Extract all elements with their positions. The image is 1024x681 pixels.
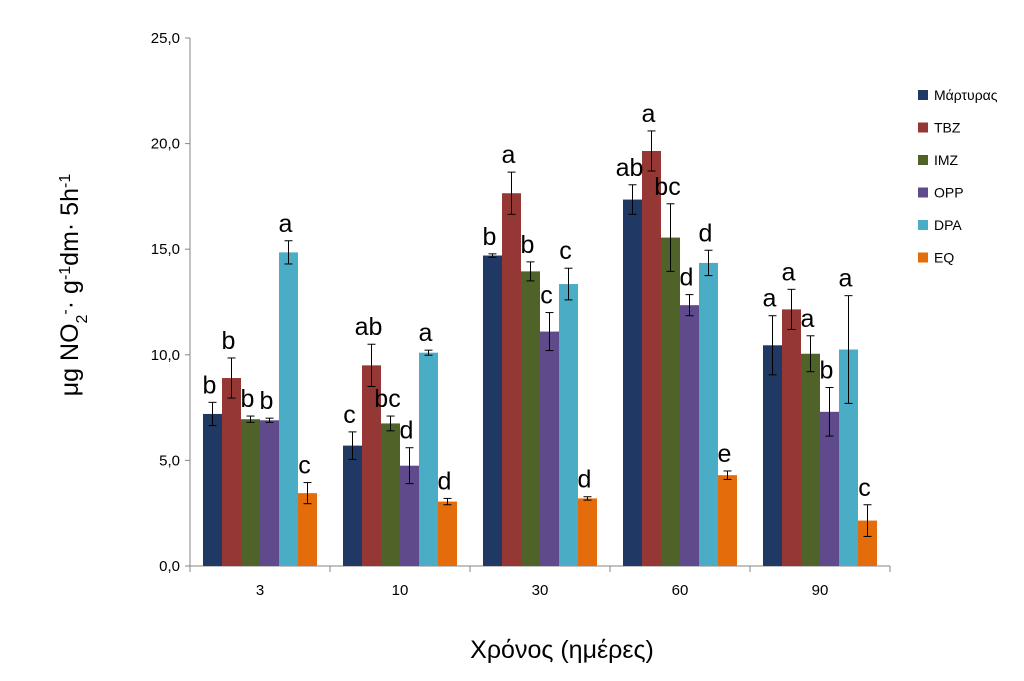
- legend-label: EQ: [934, 250, 954, 266]
- bar: [540, 331, 559, 566]
- significance-letter: bc: [374, 385, 400, 413]
- bar: [661, 237, 680, 567]
- legend: Μάρτυρας TBZ IMZ OPP DPA EQ: [918, 87, 998, 266]
- significance-letter: d: [400, 417, 414, 445]
- bar: [839, 349, 858, 566]
- significance-letter: b: [521, 231, 535, 259]
- significance-letter: a: [279, 210, 293, 238]
- y-axis-title-part: μg NO: [56, 323, 84, 396]
- y-axis-title-part: -1: [57, 266, 74, 280]
- x-tick-label: 30: [532, 582, 549, 599]
- bar: [298, 493, 317, 566]
- y-tick-label: 0,0: [159, 558, 180, 575]
- y-tick-label: 20,0: [151, 136, 180, 153]
- bar: [381, 423, 400, 566]
- y-tick-label: 10,0: [151, 347, 180, 364]
- bar: [483, 255, 502, 566]
- bar: [642, 150, 661, 566]
- bar: [438, 501, 457, 566]
- significance-letter: c: [298, 452, 311, 480]
- significance-letter: d: [680, 264, 694, 292]
- legend-label: Μάρτυρας: [934, 87, 998, 103]
- axes: 0,0 5,0 10,0 15,0 20,0 25,0 3 10 30 60 90: [151, 30, 891, 599]
- x-tick-label: 60: [672, 582, 689, 599]
- y-axis-title: μg NO2-· g-1dm· 5h-1: [56, 174, 91, 397]
- legend-swatch: [918, 155, 928, 165]
- significance-letter: d: [578, 466, 592, 494]
- legend-label: DPA: [934, 217, 962, 233]
- y-axis-title-part: · g: [56, 280, 84, 309]
- significance-letter: a: [642, 100, 656, 128]
- y-tick-label: 5,0: [159, 452, 180, 469]
- legend-label: TBZ: [934, 120, 961, 136]
- legend-swatch: [918, 187, 928, 198]
- bar: [801, 353, 820, 566]
- legend-swatch: [918, 220, 928, 230]
- bar: [858, 520, 877, 566]
- significance-letter: bc: [654, 173, 680, 201]
- bar: [343, 445, 362, 566]
- x-tick-label: 10: [392, 582, 409, 599]
- significance-letter: a: [763, 285, 777, 313]
- bar: [419, 352, 438, 566]
- legend-swatch: [918, 90, 928, 100]
- significance-letter: c: [559, 237, 572, 265]
- y-tick-label: 15,0: [151, 241, 180, 258]
- legend-label: IMZ: [934, 152, 959, 168]
- bar: [260, 420, 279, 566]
- y-axis-title-part: -: [57, 309, 74, 314]
- significance-letter: b: [203, 371, 217, 399]
- bar: [362, 365, 381, 566]
- bar: [623, 199, 642, 566]
- legend-label: OPP: [934, 185, 964, 201]
- bars-layer: [203, 150, 877, 567]
- bar: [718, 475, 737, 566]
- significance-letter: ab: [355, 313, 383, 341]
- x-tick-label: 3: [256, 582, 264, 599]
- x-tick-label: 90: [812, 582, 829, 599]
- y-tick-label: 25,0: [151, 30, 180, 47]
- bar: [763, 345, 782, 566]
- bar: [578, 498, 597, 566]
- significance-letter: a: [502, 141, 516, 169]
- bar: [782, 309, 801, 566]
- significance-letter: d: [438, 467, 452, 495]
- bar: [699, 262, 718, 566]
- significance-letter: b: [222, 327, 236, 355]
- significance-letter: c: [540, 282, 553, 310]
- x-axis-title: Χρόνος (ημέρες): [470, 636, 654, 664]
- significance-letter: a: [419, 319, 433, 347]
- bar: [680, 305, 699, 566]
- significance-letter: d: [699, 219, 713, 247]
- bar: [222, 378, 241, 566]
- significance-letter: e: [718, 440, 732, 468]
- error-bars-layer: [208, 130, 872, 537]
- y-axis-title-part: -1: [57, 174, 74, 188]
- significance-letter: b: [241, 385, 255, 413]
- significance-letter: b: [260, 387, 274, 415]
- bar: [820, 411, 839, 566]
- bar: [502, 193, 521, 566]
- significance-letter: b: [820, 357, 834, 385]
- legend-swatch: [918, 122, 928, 133]
- bar: [400, 465, 419, 566]
- y-axis-title-part: dm· 5h: [56, 188, 84, 266]
- y-axis-title-part: 2: [74, 314, 91, 323]
- bar: [279, 252, 298, 567]
- significance-letter: a: [839, 265, 853, 293]
- significance-letter: c: [343, 401, 356, 429]
- significance-letter: a: [782, 258, 796, 286]
- bar: [559, 284, 578, 566]
- significance-letter: ab: [616, 154, 644, 182]
- bar: [521, 271, 540, 566]
- significance-letter: a: [801, 305, 815, 333]
- bar: [203, 413, 222, 566]
- bar: [241, 419, 260, 566]
- legend-swatch: [918, 252, 928, 263]
- significance-letter: c: [858, 474, 871, 502]
- significance-letter: b: [483, 223, 497, 251]
